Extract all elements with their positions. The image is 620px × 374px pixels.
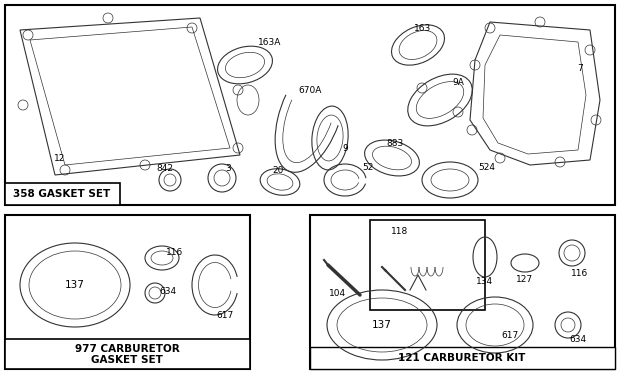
Text: 358 GASKET SET: 358 GASKET SET bbox=[14, 189, 110, 199]
Text: 116: 116 bbox=[166, 248, 184, 257]
Text: 12: 12 bbox=[55, 153, 66, 162]
Text: 116: 116 bbox=[572, 269, 588, 278]
Text: 118: 118 bbox=[391, 227, 409, 236]
Text: 977 CARBURETOR: 977 CARBURETOR bbox=[74, 344, 179, 354]
Text: 9A: 9A bbox=[452, 77, 464, 86]
Text: 842: 842 bbox=[156, 163, 174, 172]
Bar bbox=[310, 215, 615, 369]
Text: 20: 20 bbox=[272, 166, 284, 175]
Text: 617: 617 bbox=[216, 310, 234, 319]
Text: 9: 9 bbox=[342, 144, 348, 153]
Text: 121 CARBURETOR KIT: 121 CARBURETOR KIT bbox=[398, 353, 526, 363]
Text: 104: 104 bbox=[329, 288, 347, 297]
Bar bbox=[5, 339, 250, 369]
Text: 127: 127 bbox=[516, 275, 534, 283]
Text: 163: 163 bbox=[414, 24, 432, 33]
Text: 634: 634 bbox=[159, 288, 177, 297]
Text: 3: 3 bbox=[225, 163, 231, 172]
Text: 137: 137 bbox=[65, 280, 85, 290]
Bar bbox=[5, 5, 615, 205]
Text: 52: 52 bbox=[362, 162, 374, 172]
Bar bbox=[5, 215, 250, 369]
Bar bbox=[310, 347, 615, 369]
Text: 7: 7 bbox=[577, 64, 583, 73]
Text: 134: 134 bbox=[476, 278, 494, 286]
Bar bbox=[370, 220, 485, 310]
Text: 163A: 163A bbox=[259, 37, 281, 46]
Text: 883: 883 bbox=[386, 138, 404, 147]
Text: 617: 617 bbox=[502, 331, 518, 340]
Text: 670A: 670A bbox=[298, 86, 322, 95]
Text: GASKET SET: GASKET SET bbox=[91, 355, 163, 365]
Text: 137: 137 bbox=[372, 320, 392, 330]
Text: 524: 524 bbox=[479, 162, 495, 172]
Bar bbox=[5, 183, 120, 205]
Text: 634: 634 bbox=[569, 335, 587, 344]
